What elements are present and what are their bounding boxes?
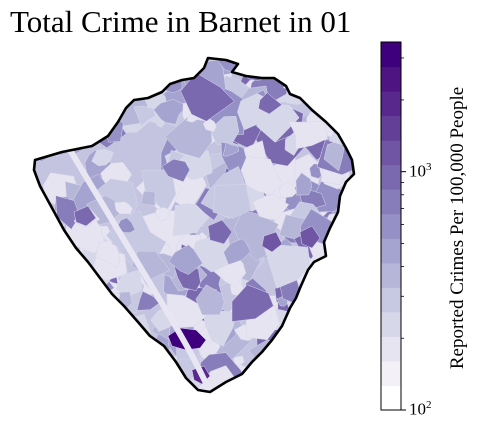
colorbar-band <box>381 238 401 263</box>
colorbar-band <box>381 287 401 312</box>
colorbar-band <box>381 312 401 337</box>
colorbar-tick-label: 102 <box>409 399 432 420</box>
colorbar-band <box>381 91 401 116</box>
colorbar-band <box>381 385 401 410</box>
colorbar-tick-label: 103 <box>409 161 432 182</box>
colorbar-band <box>381 116 401 141</box>
colorbar-bands <box>381 42 401 411</box>
colorbar-band <box>381 67 401 92</box>
colorbar-band <box>381 165 401 190</box>
colorbar-label: Reported Crimes Per 100,000 People <box>447 87 469 369</box>
colorbar-band <box>381 42 401 67</box>
colorbar-band <box>381 214 401 239</box>
colorbar-band <box>381 140 401 165</box>
colorbar-band <box>381 189 401 214</box>
colorbar-band <box>381 336 401 361</box>
colorbar-band <box>381 263 401 288</box>
colorbar-band <box>381 361 401 386</box>
colorbar-ticks <box>401 58 406 410</box>
